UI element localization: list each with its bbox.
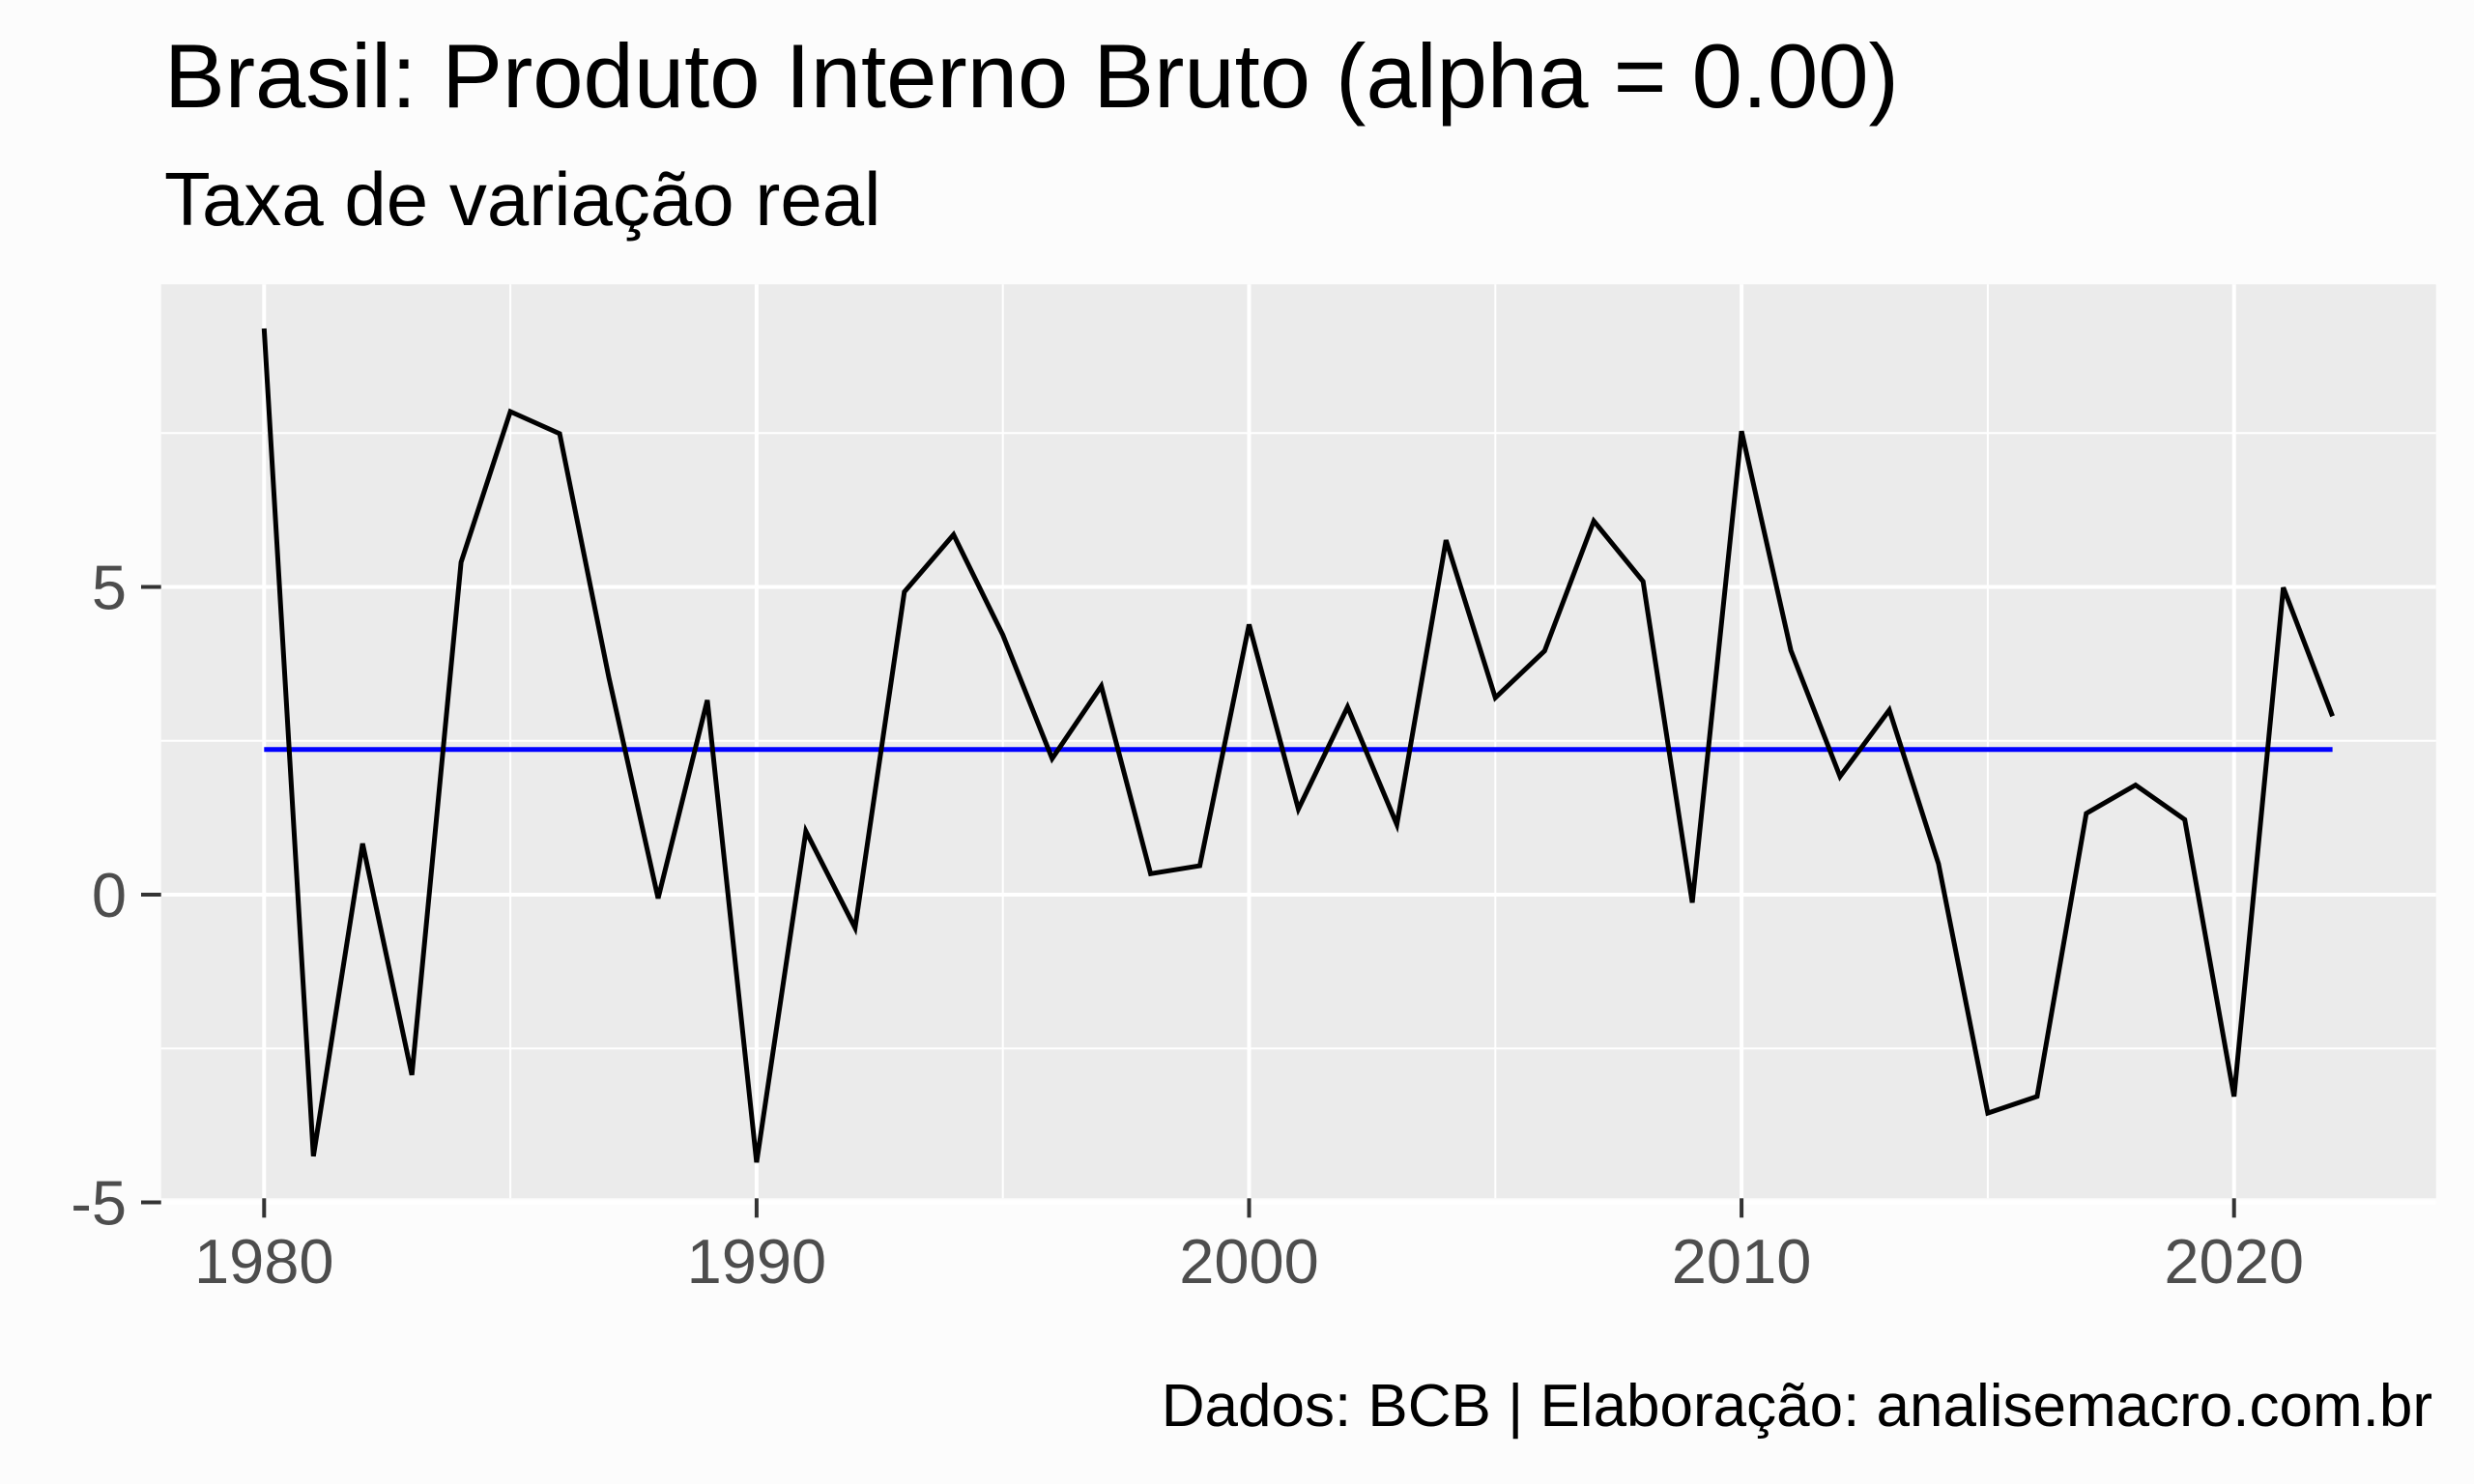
chart-caption: Dados: BCB | Elaboração: analisemacro.co…	[1161, 1373, 2432, 1440]
chart-title: Brasil: Produto Interno Bruto (alpha = 0…	[164, 25, 1899, 127]
x-tick-label: 2020	[2164, 1226, 2304, 1297]
y-tick-label: 0	[92, 860, 127, 930]
x-tick-label: 2000	[1179, 1226, 1319, 1297]
major-gridlines	[160, 284, 2436, 1205]
y-tick-label: 5	[92, 553, 127, 623]
minor-gridlines	[160, 284, 2436, 1199]
y-tick-label: -5	[71, 1168, 127, 1239]
x-tick-label: 1980	[194, 1226, 334, 1297]
x-axis: 1980 1990 2000 2010 2020	[194, 1198, 2304, 1297]
x-tick-label: 1990	[687, 1226, 827, 1297]
chart-subtitle: Taxa de variação real	[164, 157, 881, 242]
x-tick-label: 2010	[1672, 1226, 1812, 1297]
gdp-series-line	[261, 328, 2335, 1163]
y-axis: -5 0 5	[71, 553, 161, 1239]
